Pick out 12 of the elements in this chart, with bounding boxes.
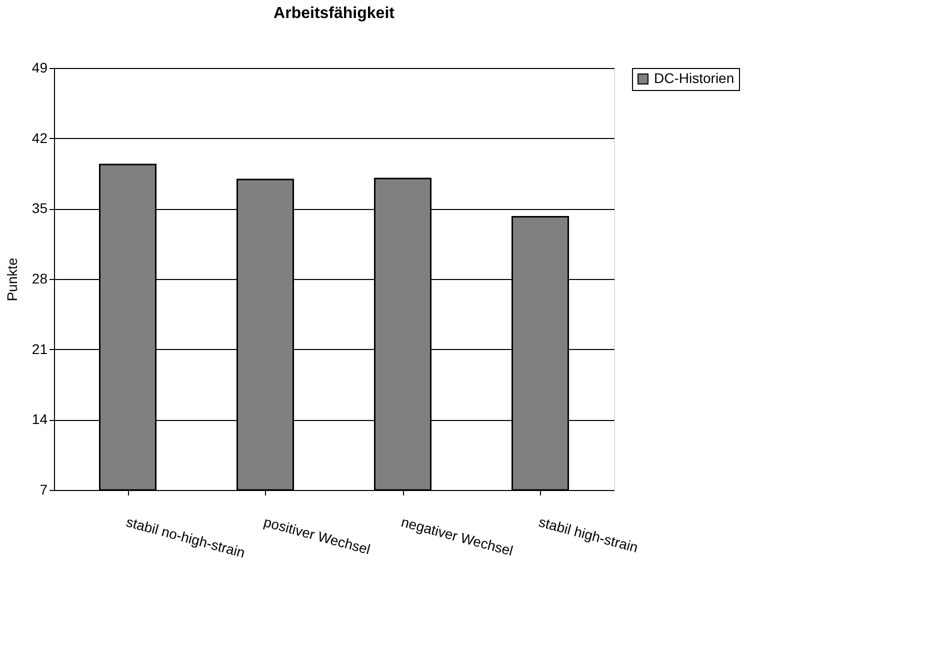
- y-tick-label: 21: [32, 340, 48, 357]
- y-tick-label: 35: [32, 200, 48, 216]
- y-tick-label: 14: [32, 411, 48, 428]
- y-axis-title: Punkte: [4, 257, 20, 302]
- x-tick-label: negativer Wechsel: [400, 514, 515, 559]
- chart-title: Arbeitsfähigkeit: [274, 5, 396, 22]
- y-tick-label: 49: [32, 60, 48, 76]
- y-tick-label: 28: [32, 270, 48, 286]
- y-tick-label: 7: [40, 482, 48, 498]
- x-tick-label: positiver Wechsel: [262, 514, 372, 558]
- y-tick-label: 42: [32, 130, 48, 146]
- legend-label: DC-Historien: [654, 70, 734, 86]
